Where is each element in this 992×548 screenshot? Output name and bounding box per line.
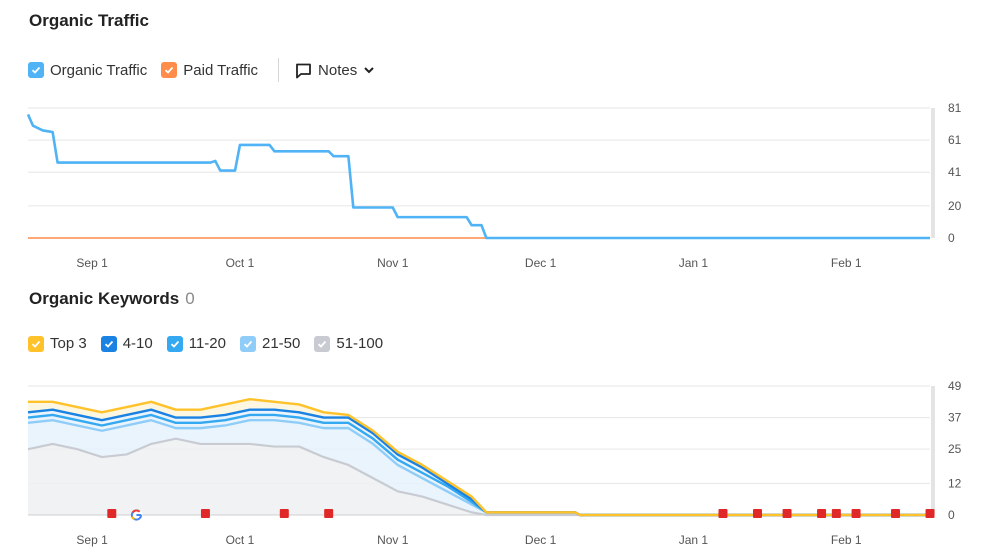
legend-21-50[interactable]: 21-50 <box>240 335 300 352</box>
legend-label: Organic Traffic <box>50 61 148 79</box>
legend-label: Paid Traffic <box>183 61 259 79</box>
event-flag-icon <box>718 509 728 518</box>
legend-label: 4-10 <box>122 335 153 352</box>
event-flag-icon <box>782 509 792 518</box>
event-flag-icon <box>200 509 210 518</box>
keywords-x-tick-label: Oct 1 <box>226 533 255 547</box>
google-icon-yellow <box>131 516 135 521</box>
event-flag-icon <box>890 509 900 518</box>
traffic-right-edge <box>931 108 935 238</box>
checkbox-icon[interactable] <box>100 335 117 352</box>
organic-keywords-title-text: Organic Keywords <box>29 289 180 308</box>
keywords-x-tick-label: Dec 1 <box>525 533 557 547</box>
traffic-x-tick-label: Dec 1 <box>525 256 557 270</box>
series-line-organic-traffic <box>26 113 930 240</box>
notes-dropdown[interactable]: Notes <box>295 62 382 79</box>
legend-label: Top 3 <box>50 335 87 352</box>
event-flag-icon <box>925 509 935 518</box>
event-flag-icon <box>817 509 827 518</box>
traffic-y-tick-label: 20 <box>948 199 962 213</box>
legend-label: 51-100 <box>336 335 384 352</box>
legend-label: 11-20 <box>188 335 226 352</box>
keywords-x-tick-label: Jan 1 <box>679 533 709 547</box>
legend-divider <box>278 58 280 82</box>
series-line-51-100 <box>27 437 930 517</box>
keywords-y-tick-label: 25 <box>948 442 962 456</box>
traffic-x-tick-label: Oct 1 <box>226 256 255 270</box>
traffic-x-tick-label: Nov 1 <box>377 256 409 270</box>
keywords-legend: Top 3 4-10 11-20 21-50 51-100 <box>28 335 397 352</box>
checkbox-icon[interactable] <box>161 62 178 78</box>
google-icon-red <box>131 509 141 514</box>
event-flag-icon <box>324 509 334 518</box>
legend-label: 21-50 <box>262 335 301 352</box>
traffic-x-tick-label: Feb 1 <box>831 256 862 270</box>
chevron-down-icon <box>364 67 374 74</box>
legend-top-3[interactable]: Top 3 <box>28 335 87 352</box>
series-line-top-3 <box>28 397 930 517</box>
keywords-x-tick-label: Feb 1 <box>831 533 862 547</box>
keywords-x-tick-label: Sep 1 <box>76 533 108 547</box>
keywords-x-tick-label: Nov 1 <box>377 533 409 547</box>
traffic-legend: Organic Traffic Paid Traffic Notes <box>28 58 382 82</box>
keywords-right-edge <box>931 386 935 515</box>
series-line-11-20 <box>27 413 930 517</box>
area-band-51-100 <box>28 438 930 515</box>
checkbox-icon[interactable] <box>314 335 331 352</box>
area-band-4-10 <box>28 409 930 515</box>
event-flag-icon <box>752 509 762 518</box>
area-band-top-3 <box>28 399 930 515</box>
traffic-x-tick-label: Jan 1 <box>679 256 709 270</box>
organic-traffic-title: Organic Traffic <box>29 11 149 31</box>
traffic-y-tick-label: 41 <box>948 165 962 179</box>
legend-paid-traffic[interactable]: Paid Traffic <box>161 62 258 79</box>
traffic-x-tick-label: Sep 1 <box>76 256 108 270</box>
legend-4-10[interactable]: 4-10 <box>100 335 153 352</box>
event-flag-icon <box>831 509 841 518</box>
event-flag-icon <box>851 509 861 518</box>
organic-traffic-title-text: Organic Traffic <box>29 11 149 30</box>
traffic-y-tick-label: 61 <box>948 133 962 147</box>
series-line-21-50 <box>27 419 930 517</box>
keywords-y-tick-label: 12 <box>948 476 962 490</box>
event-flag-icon <box>107 509 117 518</box>
legend-organic-traffic[interactable]: Organic Traffic <box>28 62 147 79</box>
keywords-y-tick-label: 37 <box>948 411 962 425</box>
google-update-icon <box>130 509 143 521</box>
area-band-11-20 <box>28 414 930 515</box>
keywords-count: 0 <box>185 289 195 308</box>
checkbox-icon[interactable] <box>166 335 183 352</box>
legend-11-20[interactable]: 11-20 <box>166 335 226 352</box>
checkbox-icon[interactable] <box>28 62 44 78</box>
keywords-y-tick-label: 0 <box>948 508 955 522</box>
comment-icon <box>296 63 311 78</box>
traffic-y-tick-label: 81 <box>948 101 962 115</box>
legend-51-100[interactable]: 51-100 <box>314 335 383 352</box>
notes-label: Notes <box>318 61 358 79</box>
keywords-y-tick-label: 49 <box>948 379 962 393</box>
event-flag-icon <box>279 509 289 518</box>
checkbox-icon[interactable] <box>28 335 44 352</box>
organic-keywords-title: Organic Keywords 0 <box>29 289 195 309</box>
checkbox-icon[interactable] <box>240 335 256 352</box>
traffic-y-tick-label: 0 <box>948 231 955 245</box>
